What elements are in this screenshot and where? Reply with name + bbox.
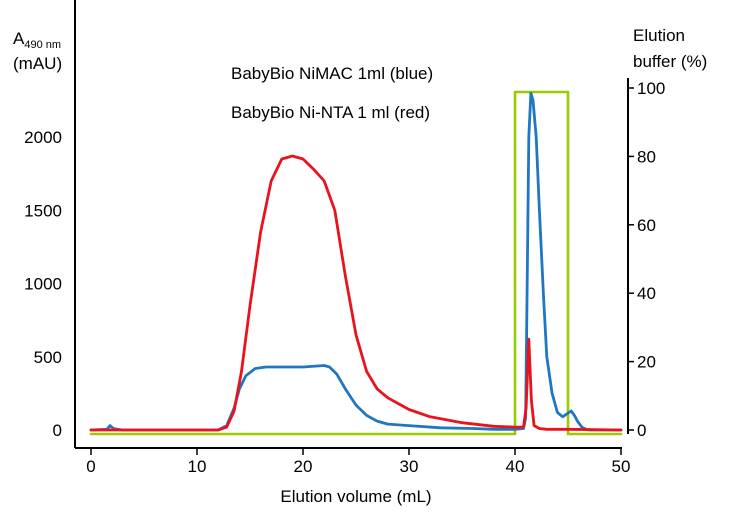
right-tick-label: 80: [637, 147, 656, 166]
left-axis-unit: (mAU): [13, 54, 62, 73]
left-tick-label: 2000: [24, 128, 62, 147]
annotation-blue-series: BabyBio NiMAC 1ml (blue): [231, 64, 433, 83]
left-axis-label-sub: 490 nm: [24, 39, 61, 51]
series-line-nimac: [89, 91, 623, 432]
left-tick-label: 1500: [24, 201, 62, 220]
right-tick-label: 60: [637, 216, 656, 235]
left-tick-label: 500: [34, 348, 62, 367]
left-tick-label: 0: [53, 421, 62, 440]
left-axis-label-main: A: [13, 29, 25, 48]
right-tick-label: 100: [637, 79, 665, 98]
left-axis-label: A490 nm: [13, 29, 61, 51]
right-tick-label: 0: [637, 421, 646, 440]
x-tick-label: 40: [506, 457, 525, 476]
right-axis-label-line2: buffer (%): [633, 52, 707, 71]
series-lines: [89, 90, 623, 436]
left-tick-label: 1000: [24, 275, 62, 294]
x-tick-label: 30: [400, 457, 419, 476]
right-axis-label-line1: Elution: [633, 26, 685, 45]
x-tick-label: 20: [294, 457, 313, 476]
right-tick-label: 20: [637, 353, 656, 372]
series-line-elution-buffer: [89, 90, 623, 436]
x-tick-label: 0: [86, 457, 95, 476]
x-tick-label: 50: [612, 457, 631, 476]
series-line-ni-nta: [89, 154, 623, 432]
right-tick-label: 40: [637, 284, 656, 303]
x-axis-label: Elution volume (mL): [280, 487, 431, 506]
x-tick-label: 10: [188, 457, 207, 476]
annotation-red-series: BabyBio Ni-NTA 1 ml (red): [231, 103, 430, 122]
